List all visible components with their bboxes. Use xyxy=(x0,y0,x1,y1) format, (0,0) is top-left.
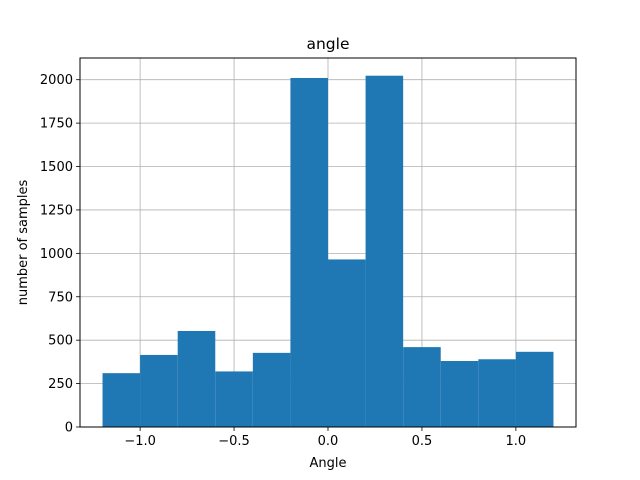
histogram-bar xyxy=(440,361,479,427)
histogram-bar xyxy=(478,359,516,427)
x-axis-label: Angle xyxy=(310,456,347,471)
y-tick-label: 750 xyxy=(48,290,73,305)
histogram-bars xyxy=(102,75,554,427)
histogram-bar xyxy=(403,347,441,427)
chart-title: angle xyxy=(306,35,349,53)
histogram-bar xyxy=(140,354,178,427)
x-tick-label: −0.5 xyxy=(218,434,250,449)
y-tick-label: 1250 xyxy=(40,203,73,218)
x-tick-label: −1.0 xyxy=(124,434,156,449)
histogram-bar xyxy=(177,330,216,427)
y-tick-label: 250 xyxy=(48,377,73,392)
y-tick-label: 1500 xyxy=(40,160,73,175)
y-tick-label: 1000 xyxy=(40,247,73,262)
x-tick-label: 1.0 xyxy=(506,434,527,449)
histogram-bar xyxy=(252,352,291,427)
histogram-bar xyxy=(328,259,366,427)
histogram-bar xyxy=(290,77,328,427)
x-tick-label: 0.0 xyxy=(318,434,339,449)
histogram-bar xyxy=(215,371,253,427)
y-tick-label: 0 xyxy=(65,421,73,436)
y-tick-label: 1750 xyxy=(40,117,73,132)
y-tick-label: 2000 xyxy=(40,73,73,88)
y-tick-label: 500 xyxy=(48,334,73,349)
axis-ticks: −1.0 −0.5 0.0 0.5 1.0 0 250 500 750 1000 1250 1500 1… xyxy=(40,73,526,449)
histogram-bar xyxy=(102,373,141,427)
y-axis-label: number of samples xyxy=(16,179,31,305)
histogram-bar xyxy=(365,75,404,427)
x-tick-label: 0.5 xyxy=(412,434,433,449)
histogram-bar xyxy=(515,351,554,427)
